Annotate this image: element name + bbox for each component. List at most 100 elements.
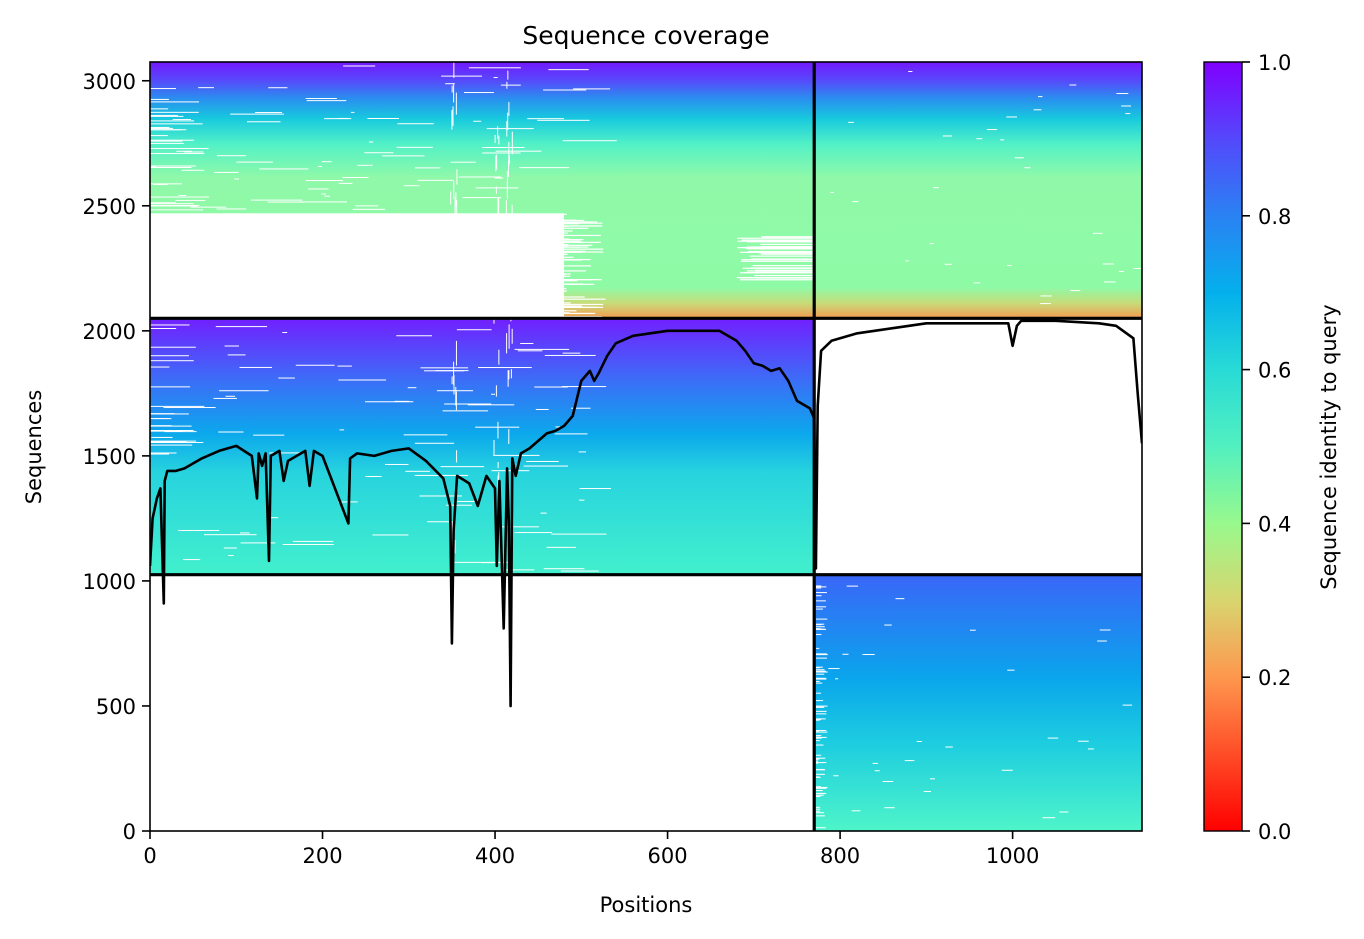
gap-column	[453, 361, 455, 385]
gap-line	[1118, 270, 1124, 272]
gap-column	[493, 439, 495, 456]
gap-line	[223, 547, 237, 549]
gap-line	[150, 316, 603, 318]
gap-line	[486, 128, 534, 130]
gap-line	[828, 668, 840, 670]
gap-line	[150, 303, 604, 306]
gap-line	[1125, 113, 1131, 115]
x-tick-label: 0	[143, 844, 156, 868]
gap-line	[1024, 167, 1031, 169]
gap-line	[150, 312, 570, 314]
y-tick-label: 2500	[83, 195, 136, 219]
gap-line	[150, 230, 573, 232]
gap-line	[190, 206, 227, 208]
gap-line	[1000, 139, 1005, 141]
colorbar-tick-label: 0.0	[1258, 820, 1291, 844]
gap-column	[453, 180, 455, 199]
gap-line	[239, 366, 273, 368]
gap-line	[253, 434, 285, 436]
gap-line	[445, 83, 455, 85]
gap-line	[150, 444, 193, 446]
y-axis: 0 500 1000 1500 2000 2500 3000	[83, 70, 150, 844]
gap-column	[505, 200, 507, 223]
gap-line	[815, 795, 821, 797]
gap-line	[815, 678, 827, 680]
gap-line	[150, 315, 169, 317]
gap-line	[762, 236, 815, 238]
gap-line	[150, 298, 606, 300]
gap-line	[150, 425, 192, 427]
gap-line	[198, 87, 215, 89]
gap-line	[815, 787, 827, 789]
gap-column	[497, 275, 499, 299]
gap-line	[882, 780, 894, 782]
gap-line	[372, 534, 409, 536]
gap-line	[1040, 303, 1051, 305]
y-tick-label: 2000	[83, 320, 136, 344]
gap-line	[394, 400, 410, 402]
gap-line	[150, 286, 183, 288]
gap-line	[815, 744, 824, 746]
gap-line	[458, 176, 502, 178]
gap-line	[150, 123, 203, 125]
gap-column	[455, 192, 457, 208]
gap-column	[506, 171, 508, 193]
gap-line	[369, 141, 374, 143]
gap-line	[1033, 109, 1042, 111]
gap-line	[815, 653, 828, 655]
gap-line	[874, 770, 880, 772]
gap-line	[150, 196, 209, 198]
gap-line	[815, 680, 820, 682]
gap-column	[511, 131, 513, 155]
gap-column	[508, 429, 510, 445]
gap-line	[150, 413, 189, 415]
gap-line	[1121, 105, 1132, 107]
gap-line	[543, 89, 587, 91]
gap-line	[737, 237, 815, 239]
gap-line	[760, 243, 815, 245]
gap-line	[150, 441, 187, 443]
gap-line	[150, 203, 194, 205]
gap-line	[150, 140, 183, 142]
gap-line	[815, 666, 823, 668]
x-axis-label: Positions	[600, 893, 693, 917]
gap-line	[305, 98, 337, 100]
gap-line	[759, 248, 815, 250]
gap-line	[216, 208, 247, 210]
gap-line	[741, 259, 815, 261]
y-tick-label: 500	[96, 695, 136, 719]
gap-line	[150, 429, 194, 431]
gap-line	[815, 608, 823, 610]
gap-column	[456, 169, 458, 185]
gap-line	[815, 586, 827, 588]
gap-column	[494, 293, 496, 308]
gap-line	[815, 618, 828, 620]
gap-line	[815, 595, 822, 597]
gap-line	[815, 592, 827, 594]
gap-line	[815, 585, 822, 587]
gap-line	[872, 762, 879, 764]
gap-column	[508, 155, 510, 164]
gap-line	[150, 324, 190, 326]
gap-line	[150, 111, 199, 113]
gap-line	[234, 178, 239, 180]
gap-line	[150, 258, 591, 261]
gap-line	[468, 67, 521, 69]
gap-line	[815, 700, 824, 702]
gap-column	[455, 391, 457, 411]
gap-line	[150, 215, 189, 217]
gap-line	[551, 533, 607, 535]
gap-line	[830, 191, 834, 193]
gap-line	[815, 762, 819, 764]
gap-line	[181, 169, 205, 171]
gap-line	[514, 348, 570, 350]
gap-line	[815, 667, 820, 669]
gap-column	[508, 324, 510, 349]
gap-line	[240, 532, 250, 534]
gap-line	[150, 302, 560, 304]
gap-column	[507, 70, 509, 80]
heatmap-block-3	[150, 318, 815, 575]
gap-line	[204, 534, 257, 536]
gap-line	[815, 654, 828, 656]
gap-column	[456, 200, 458, 221]
